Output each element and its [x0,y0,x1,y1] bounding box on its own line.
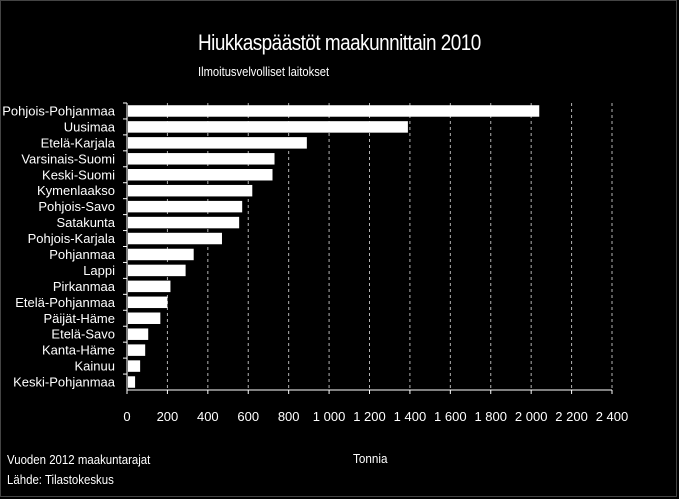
category-label: Kymenlaakso [37,183,115,198]
x-tick-label: 0 [123,409,130,424]
category-label: Etelä-Savo [51,327,115,342]
chart-subtitle: Ilmoitusvelvolliset laitokset [198,64,330,79]
category-label: Keski-Pohjanmaa [13,375,116,390]
chart-title: Hiukkaspäästöt maakunnittain 2010 [198,30,481,55]
bar [128,280,171,293]
bar [128,312,161,324]
category-label: Pirkanmaa [53,279,116,294]
category-label: Keski-Suomi [42,167,115,182]
bar [128,216,240,229]
x-axis-label: Tonnia [353,451,388,466]
bar [128,264,186,277]
x-tick-label: 2 400 [596,409,629,424]
category-label: Päijät-Häme [43,311,115,326]
bar [128,105,540,117]
category-label: Etelä-Pohjanmaa [15,295,115,310]
x-tick-label: 2 000 [515,409,548,424]
category-label: Uusimaa [64,119,116,134]
bar [128,169,273,181]
bar [128,344,146,356]
bar [128,153,275,165]
x-tick-label: 1 400 [394,409,427,424]
bar [128,184,253,197]
category-label: Pohjois-Karjala [28,231,116,246]
category-label: Etelä-Karjala [41,135,116,150]
x-tick-label: 200 [157,409,179,424]
category-label: Pohjois-Pohjanmaa [2,103,116,118]
bar [128,200,243,213]
bar [128,232,222,245]
bar [128,121,408,133]
bar [128,376,136,388]
bar [128,360,141,372]
category-label: Varsinais-Suomi [21,151,115,166]
x-tick-label: 600 [237,409,259,424]
x-tick-label: 400 [197,409,219,424]
x-tick-label: 1 600 [434,409,467,424]
category-label: Pohjois-Savo [38,199,115,214]
category-label: Satakunta [56,215,115,230]
category-label: Kanta-Häme [42,343,115,358]
boundaries-note: Vuoden 2012 maakuntarajat [7,452,151,467]
bar [128,248,194,261]
x-tick-label: 1 000 [313,409,346,424]
x-tick-label: 1 800 [474,409,507,424]
category-label: Pohjanmaa [49,247,116,262]
category-label: Kainuu [75,359,115,374]
source-note: Lähde: Tilastokeskus [7,472,114,487]
bar [128,296,168,309]
category-label: Lappi [83,263,115,278]
bar [128,137,307,149]
x-tick-label: 1 200 [353,409,386,424]
x-tick-label: 800 [278,409,300,424]
x-tick-label: 2 200 [555,409,588,424]
bar [128,328,149,340]
